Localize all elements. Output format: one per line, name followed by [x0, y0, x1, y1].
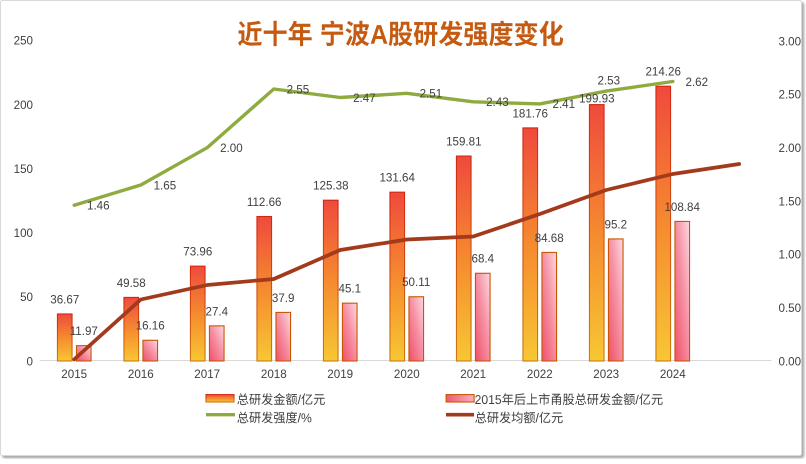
svg-text:2019: 2019 [327, 368, 353, 381]
svg-text:2.51: 2.51 [420, 88, 443, 101]
svg-text:2.55: 2.55 [287, 83, 310, 96]
svg-text:2.50: 2.50 [779, 89, 802, 102]
svg-text:49.58: 49.58 [117, 277, 146, 290]
svg-text:2.47: 2.47 [353, 92, 376, 105]
svg-text:2024: 2024 [660, 368, 686, 381]
svg-text:68.4: 68.4 [472, 253, 495, 266]
svg-text:108.84: 108.84 [664, 201, 700, 214]
svg-text:0.00: 0.00 [779, 355, 802, 368]
svg-text:50.11: 50.11 [402, 276, 430, 289]
svg-text:2.53: 2.53 [598, 75, 621, 88]
svg-text:1.65: 1.65 [154, 179, 177, 192]
svg-text:2.62: 2.62 [686, 76, 709, 89]
svg-text:36.67: 36.67 [50, 293, 79, 306]
svg-text:11.97: 11.97 [70, 325, 98, 338]
svg-text:250: 250 [14, 35, 33, 48]
svg-text:159.81: 159.81 [446, 136, 481, 149]
svg-text:2.00: 2.00 [779, 142, 802, 155]
svg-text:2021: 2021 [460, 368, 486, 381]
svg-text:181.76: 181.76 [512, 107, 547, 120]
svg-text:2018: 2018 [261, 368, 287, 381]
svg-text:27.4: 27.4 [206, 305, 229, 318]
svg-text:199.93: 199.93 [579, 92, 614, 105]
svg-text:214.26: 214.26 [645, 66, 680, 79]
svg-text:2023: 2023 [593, 368, 619, 381]
svg-text:73.96: 73.96 [183, 246, 212, 259]
svg-text:95.2: 95.2 [605, 218, 628, 231]
svg-text:2015: 2015 [61, 368, 87, 381]
svg-text:112.66: 112.66 [247, 196, 282, 209]
svg-text:1.50: 1.50 [779, 195, 802, 208]
svg-text:2.43: 2.43 [486, 96, 509, 109]
svg-text:2022: 2022 [527, 368, 553, 381]
svg-text:3.00: 3.00 [779, 35, 802, 48]
svg-text:125.38: 125.38 [313, 180, 348, 193]
svg-text:1.00: 1.00 [779, 249, 802, 262]
svg-text:100: 100 [14, 227, 33, 240]
svg-text:0: 0 [27, 355, 33, 368]
svg-text:2016: 2016 [128, 368, 154, 381]
svg-text:16.16: 16.16 [136, 320, 165, 333]
svg-text:0.50: 0.50 [779, 302, 802, 315]
svg-text:150: 150 [14, 163, 33, 176]
svg-text:1.46: 1.46 [87, 200, 110, 213]
svg-text:37.9: 37.9 [272, 292, 295, 305]
svg-text:2.00: 2.00 [220, 142, 243, 155]
svg-text:2017: 2017 [194, 368, 220, 381]
svg-text:84.68: 84.68 [535, 232, 564, 245]
svg-text:2.41: 2.41 [553, 98, 576, 111]
svg-text:2020: 2020 [394, 368, 420, 381]
svg-text:50: 50 [20, 291, 33, 304]
svg-text:200: 200 [14, 99, 33, 112]
svg-text:45.1: 45.1 [339, 283, 362, 296]
svg-text:131.64: 131.64 [379, 172, 415, 185]
